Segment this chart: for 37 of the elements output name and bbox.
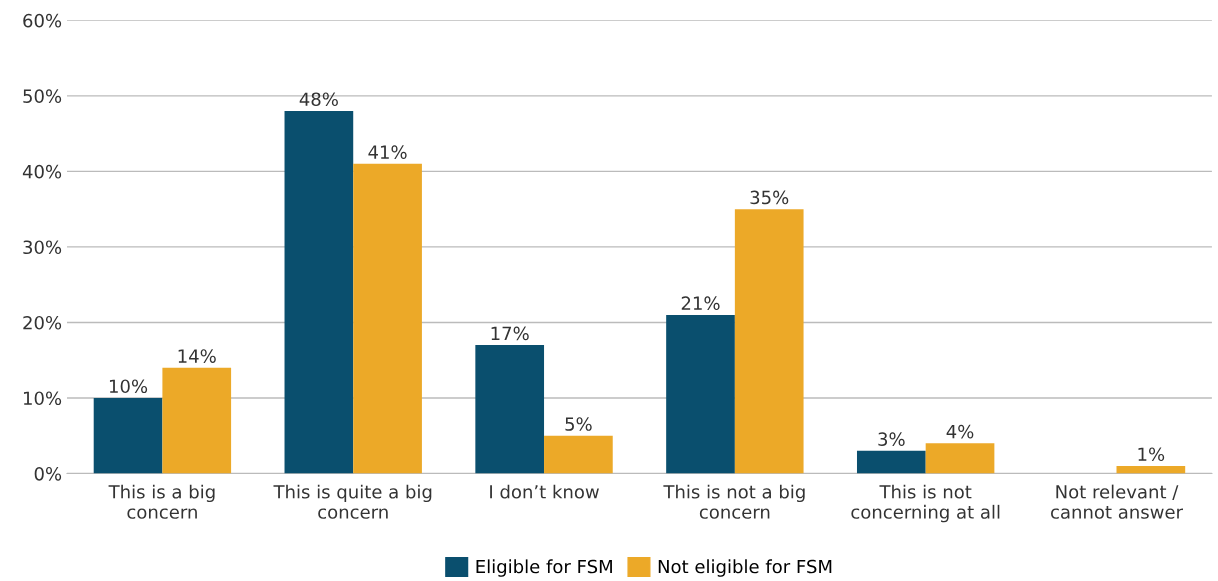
y-tick-label: 0% [34,466,62,481]
x-tick-label: This is quite a big concern [273,484,432,519]
data-label: 4% [946,424,974,439]
y-tick-label: 10% [23,391,62,406]
data-label: 21% [681,296,720,311]
y-tick-label: 60% [23,13,62,28]
x-tick-label: Not relevant / cannot answer [1051,484,1183,519]
data-label: 17% [491,326,529,341]
data-label: 14% [178,349,216,363]
bar [475,345,545,474]
bar [162,367,232,474]
x-tick-label: I don’t know [490,484,599,499]
y-tick-label: 20% [23,315,62,330]
bar [925,443,995,474]
y-tick-label: 50% [23,89,62,103]
bar [93,397,163,474]
y-tick-label: 30% [23,240,62,255]
bar [734,209,804,474]
y-tick-label: 40% [22,164,62,179]
bar [544,435,613,474]
data-label: 41% [368,145,407,159]
x-tick-label: This is a big concern [108,484,215,519]
bar [284,110,354,474]
bar [1116,465,1186,474]
bar [856,450,926,474]
data-label: 10% [109,379,148,394]
data-label: 35% [750,190,789,205]
x-tick-label: This is not concerning at all [851,484,1000,523]
data-label: 48% [299,92,338,107]
bar [353,163,422,474]
x-tick-label: This is not a big concern [663,484,805,519]
legend-label: Eligible for FSM [476,559,612,577]
data-label: 1% [1138,447,1165,462]
legend-label: Not eligible for FSM [658,559,832,577]
data-label: 5% [565,417,592,431]
data-label: 3% [878,432,905,446]
bar [666,314,735,474]
